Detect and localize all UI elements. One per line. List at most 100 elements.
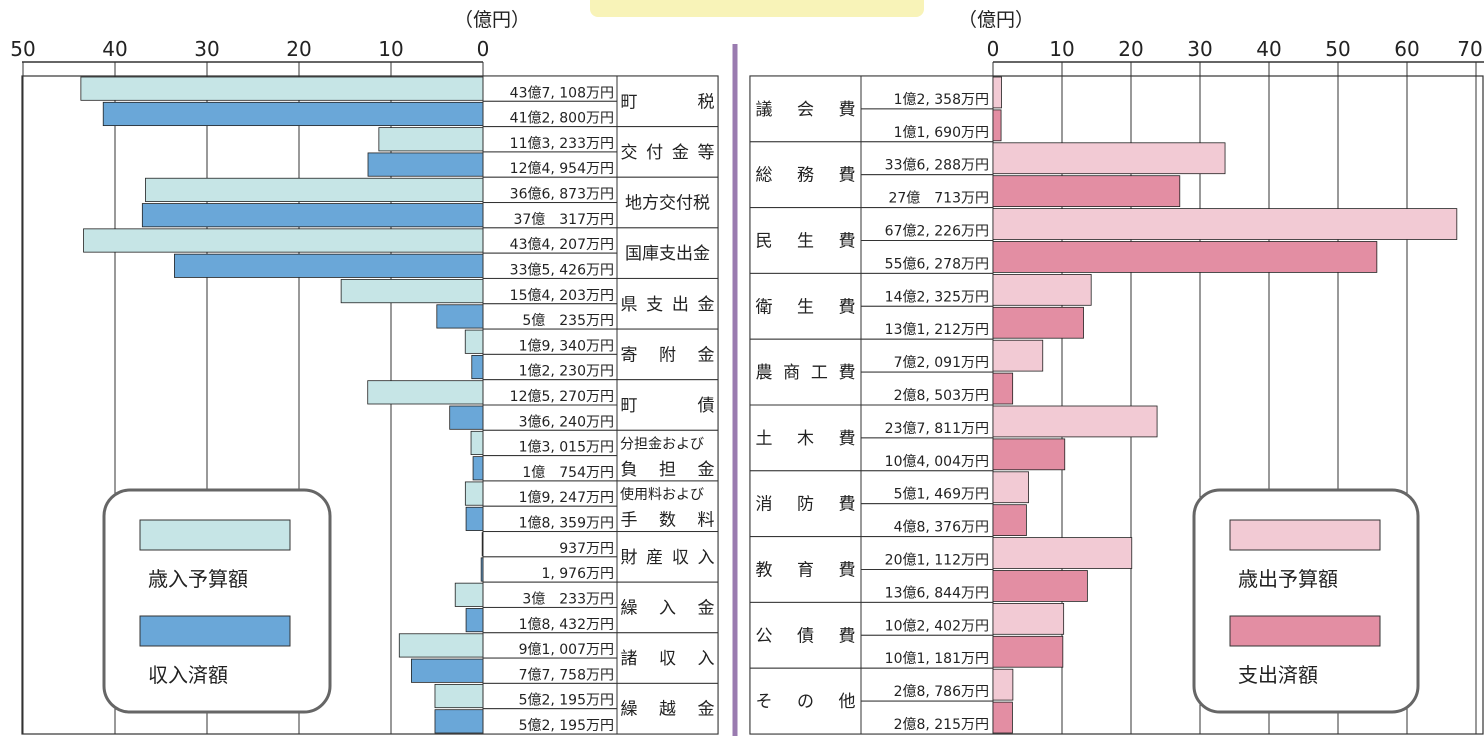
category-label: 越 bbox=[659, 700, 676, 720]
category-label: 附 bbox=[659, 345, 676, 365]
bar bbox=[992, 504, 1027, 537]
bar bbox=[465, 608, 484, 633]
category-label: 入 bbox=[659, 598, 676, 618]
category-label: 収 bbox=[672, 548, 689, 568]
data-label: 937万円 bbox=[559, 541, 614, 557]
category-label: 防 bbox=[797, 495, 814, 515]
bar bbox=[472, 456, 484, 481]
category-label: 債 bbox=[797, 626, 814, 646]
x-tick-label: 10 bbox=[378, 37, 403, 61]
bar bbox=[992, 537, 1133, 569]
category-label: 教 bbox=[756, 561, 773, 581]
value-cell bbox=[482, 303, 618, 330]
legend-label: 支出済額 bbox=[1238, 663, 1318, 687]
header-box bbox=[590, 0, 924, 17]
category-label: 議 bbox=[756, 100, 773, 120]
bar bbox=[992, 405, 1158, 438]
category-label: 付 bbox=[646, 143, 663, 163]
category-label: 生 bbox=[797, 297, 814, 317]
bar bbox=[992, 570, 1088, 602]
category-label: 入 bbox=[698, 649, 715, 669]
category-label: 民 bbox=[756, 232, 773, 252]
bar bbox=[464, 329, 484, 354]
category-cell bbox=[616, 227, 719, 279]
category-label: そ bbox=[756, 692, 773, 712]
value-cell bbox=[482, 379, 618, 406]
category-label: 産 bbox=[646, 548, 663, 568]
data-label: 33億6, 288万円 bbox=[885, 158, 989, 174]
data-label: 4億8, 376万円 bbox=[894, 520, 989, 536]
legend-label: 収入済額 bbox=[148, 663, 228, 687]
category-label: 務 bbox=[797, 166, 814, 186]
bar bbox=[992, 668, 1014, 701]
category-cell bbox=[749, 470, 862, 538]
value-cell bbox=[860, 207, 994, 242]
data-label: 1億2, 358万円 bbox=[894, 92, 989, 108]
data-label: 2億8, 503万円 bbox=[894, 388, 989, 404]
bar bbox=[464, 481, 484, 506]
category-label: 商 bbox=[783, 363, 800, 383]
value-cell bbox=[860, 569, 994, 603]
category-label: 総 bbox=[756, 166, 773, 186]
category-label: 金 bbox=[698, 598, 715, 618]
category-label: 金 bbox=[698, 460, 715, 480]
bar bbox=[174, 253, 484, 278]
category-label: 公 bbox=[756, 626, 773, 646]
value-cell bbox=[860, 338, 994, 373]
value-cell bbox=[482, 353, 618, 381]
bar bbox=[367, 152, 484, 177]
category-label: 使用料および bbox=[620, 486, 704, 503]
value-cell bbox=[860, 536, 994, 570]
data-label: 10億1, 181万円 bbox=[885, 651, 989, 667]
data-label: 13億1, 212万円 bbox=[885, 322, 989, 338]
category-label: 料 bbox=[698, 511, 715, 531]
category-label: 費 bbox=[839, 100, 856, 120]
category-label: 県 bbox=[621, 295, 638, 315]
category-label: 費 bbox=[839, 561, 856, 581]
bar bbox=[434, 683, 484, 709]
category-cell bbox=[616, 328, 719, 381]
bar bbox=[992, 603, 1065, 635]
bar bbox=[367, 380, 484, 405]
bar bbox=[992, 306, 1084, 339]
data-label: 55億6, 278万円 bbox=[885, 256, 989, 272]
x-tick-label: 30 bbox=[1187, 37, 1212, 61]
data-label: 1, 976万円 bbox=[541, 566, 614, 582]
bar bbox=[470, 430, 484, 456]
value-cell bbox=[860, 700, 994, 735]
data-label: 3億6, 240万円 bbox=[519, 414, 614, 430]
category-cell bbox=[749, 404, 862, 472]
category-cell bbox=[749, 601, 862, 669]
legend-swatch bbox=[139, 519, 291, 551]
data-label: 12億5, 270万円 bbox=[510, 389, 614, 405]
x-tick-label: 10 bbox=[1049, 37, 1074, 61]
bar bbox=[992, 109, 1002, 142]
bar bbox=[992, 241, 1378, 273]
data-label: 5億1, 469万円 bbox=[894, 487, 989, 503]
legend-swatch bbox=[1229, 519, 1381, 551]
category-cell bbox=[616, 176, 719, 229]
value-cell bbox=[482, 404, 618, 431]
data-label: 36億6, 873万円 bbox=[510, 187, 614, 203]
legend-label: 歳入予算額 bbox=[148, 567, 248, 591]
category-label: 育 bbox=[797, 561, 814, 581]
category-label: 国庫支出金 bbox=[625, 244, 710, 264]
data-label: 10億2, 402万円 bbox=[885, 618, 989, 634]
bar bbox=[992, 438, 1066, 471]
category-label: 手 bbox=[621, 511, 638, 531]
category-cell bbox=[616, 277, 719, 330]
value-cell bbox=[482, 202, 618, 229]
data-label: 15億4, 203万円 bbox=[510, 288, 614, 304]
data-label: 43億7, 108万円 bbox=[510, 85, 614, 101]
bar bbox=[992, 372, 1014, 405]
bar bbox=[471, 354, 484, 380]
category-label: 費 bbox=[839, 166, 856, 186]
data-label: 1億9, 247万円 bbox=[519, 490, 614, 506]
data-label: 13億6, 844万円 bbox=[885, 585, 989, 601]
legend-swatch bbox=[1229, 615, 1381, 647]
category-label: 等 bbox=[698, 143, 715, 163]
value-cell bbox=[482, 252, 618, 279]
category-cell bbox=[616, 379, 719, 431]
